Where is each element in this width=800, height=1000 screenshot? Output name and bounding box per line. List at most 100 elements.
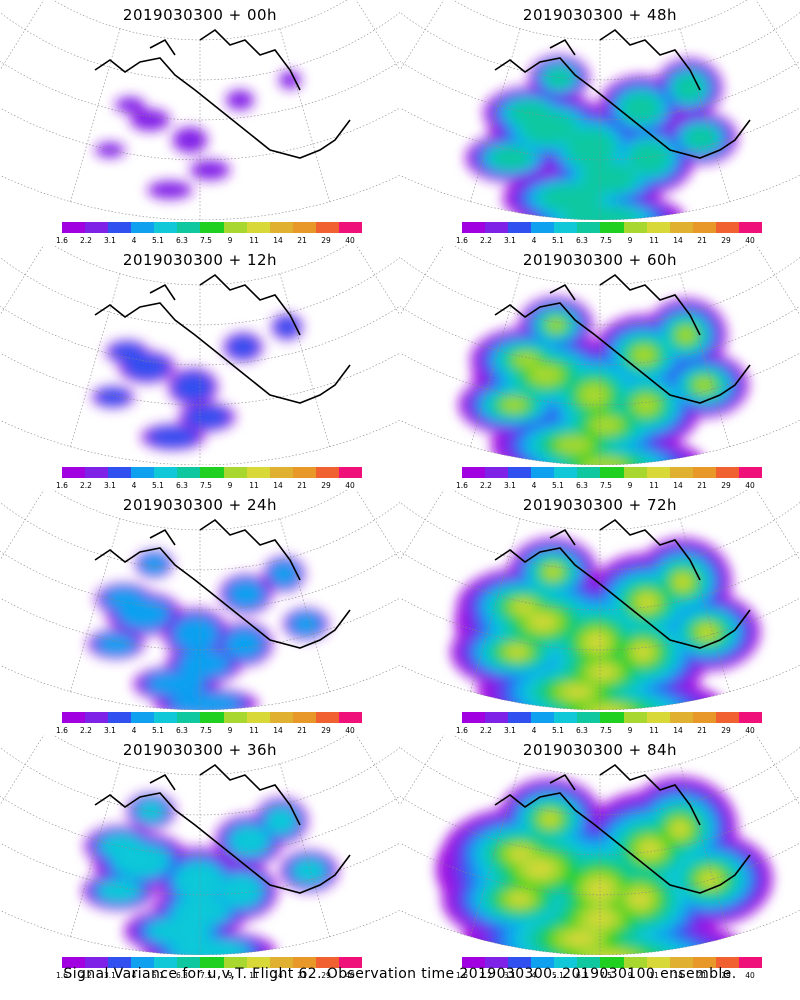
- colorbar-label: 6.3: [576, 726, 588, 735]
- map-projection: [400, 735, 800, 955]
- variance-contour: [529, 364, 563, 386]
- colorbar-segment: [108, 467, 132, 478]
- colorbar-segment: [154, 957, 178, 968]
- variance-contour: [98, 880, 140, 902]
- colorbar-label: 9: [627, 971, 633, 980]
- graticule: [0, 490, 400, 710]
- variance-contour: [280, 71, 300, 89]
- variance-contour: [589, 415, 623, 435]
- colorbar-label: 11: [649, 236, 659, 245]
- variance-contour: [220, 875, 262, 907]
- colorbar-segment: [508, 222, 532, 233]
- colorbar-label: 11: [249, 236, 259, 245]
- variance-contour: [228, 580, 264, 608]
- colorbar-segment: [223, 222, 247, 233]
- variance-contour: [545, 67, 573, 89]
- colorbar-labels: 1.6 2.2 3.1 4 5.1 6.3 7.5 9 11 14 21 29 40: [52, 726, 372, 736]
- colorbar-label: 11: [249, 726, 259, 735]
- coastline: [494, 518, 751, 649]
- variance-contour: [110, 342, 144, 362]
- map-projection: [0, 490, 400, 710]
- colorbar-segment: [200, 467, 224, 478]
- colorbar-segment: [669, 957, 693, 968]
- colorbar-segment: [531, 712, 555, 723]
- colorbar-segment: [623, 222, 647, 233]
- colorbar-labels: 1.6 2.2 3.1 4 5.1 6.3 7.5 9 11 14 21 29 40: [52, 971, 372, 981]
- colorbar-label: 40: [345, 481, 355, 490]
- colorbar-label: 5.1: [152, 481, 164, 490]
- colorbar-label: 1.6: [456, 481, 468, 490]
- colorbar-segment: [131, 222, 155, 233]
- colorbar-label: 1.6: [56, 971, 68, 980]
- variance-contour: [563, 206, 639, 220]
- colorbar: [62, 222, 363, 233]
- colorbar-label: 3.1: [504, 726, 516, 735]
- colorbar-segment: [154, 222, 178, 233]
- colorbar-segment: [108, 712, 132, 723]
- variance-contour: [173, 372, 213, 402]
- colorbar-segment: [292, 957, 316, 968]
- colorbar-label: 3.1: [104, 726, 116, 735]
- colorbar-label: 6.3: [176, 236, 188, 245]
- colorbar-label: 14: [673, 236, 683, 245]
- variance-contour: [178, 650, 230, 678]
- colorbar-segment: [508, 957, 532, 968]
- variance-contour: [173, 896, 229, 926]
- colorbar-segment: [577, 467, 601, 478]
- variance-contour: [192, 161, 228, 179]
- colorbar-segment: [246, 467, 270, 478]
- colorbar-segment: [623, 712, 647, 723]
- colorbar-segment: [177, 712, 201, 723]
- colorbar-segment: [531, 222, 555, 233]
- colorbar-segment: [646, 712, 670, 723]
- variance-contour: [149, 181, 191, 199]
- colorbar-label: 4: [131, 971, 137, 980]
- colorbar-label: 3.1: [504, 481, 516, 490]
- variance-contour: [641, 842, 659, 856]
- colorbar: [462, 712, 763, 723]
- colorbar-label: 7.5: [200, 236, 212, 245]
- forecast-panel: 2019030300 + 60h 1.6 2.2 3.1 4 5.1 6.3 7.5 9 11 14…: [400, 245, 800, 490]
- forecast-panel: 2019030300 + 72h 1.6 2.2 3.1 4 5.1 6.3 7.5 9 11 14…: [400, 490, 800, 735]
- colorbar-label: 9: [227, 971, 233, 980]
- colorbar-label: 3.1: [504, 236, 516, 245]
- variance-contour: [173, 616, 219, 652]
- colorbar-label: 5.1: [152, 236, 164, 245]
- colorbar-label: 2.2: [80, 236, 92, 245]
- colorbar-segment: [738, 957, 763, 968]
- variance-contour: [677, 576, 689, 588]
- colorbar-segment: [600, 712, 624, 723]
- colorbar-label: 1.6: [56, 726, 68, 735]
- variance-contour: [230, 826, 268, 856]
- colorbar-segment: [200, 712, 224, 723]
- colorbar-label: 9: [627, 236, 633, 245]
- colorbar-segment: [269, 222, 293, 233]
- colorbar-label: 9: [227, 481, 233, 490]
- panel-title: 2019030300 + 84h: [522, 741, 678, 759]
- colorbar-segment: [177, 957, 201, 968]
- graticule: [400, 0, 800, 220]
- colorbar-segment: [692, 222, 716, 233]
- colorbar-label: 2.2: [480, 236, 492, 245]
- colorbar-label: 2.2: [480, 971, 492, 980]
- variance-contour: [673, 822, 687, 836]
- panel-title: 2019030300 + 36h: [122, 741, 278, 759]
- variance-contour: [184, 405, 230, 429]
- colorbar-label: 4: [531, 481, 537, 490]
- colorbar-segment: [485, 712, 509, 723]
- colorbar-label: 11: [649, 481, 659, 490]
- variance-contour: [175, 862, 223, 900]
- colorbar-label: 21: [297, 481, 307, 490]
- colorbar-label: 6.3: [576, 236, 588, 245]
- colorbar: [62, 712, 363, 723]
- colorbar-label: 2.2: [480, 726, 492, 735]
- coastline: [94, 273, 351, 404]
- colorbar-label: 7.5: [600, 481, 612, 490]
- colorbar-segment: [692, 957, 716, 968]
- colorbar-label: 40: [345, 726, 355, 735]
- colorbar-label: 2.2: [80, 481, 92, 490]
- colorbar-segment: [269, 467, 293, 478]
- colorbar-segment: [62, 222, 86, 233]
- colorbar-label: 14: [273, 971, 283, 980]
- colorbar-label: 11: [249, 971, 259, 980]
